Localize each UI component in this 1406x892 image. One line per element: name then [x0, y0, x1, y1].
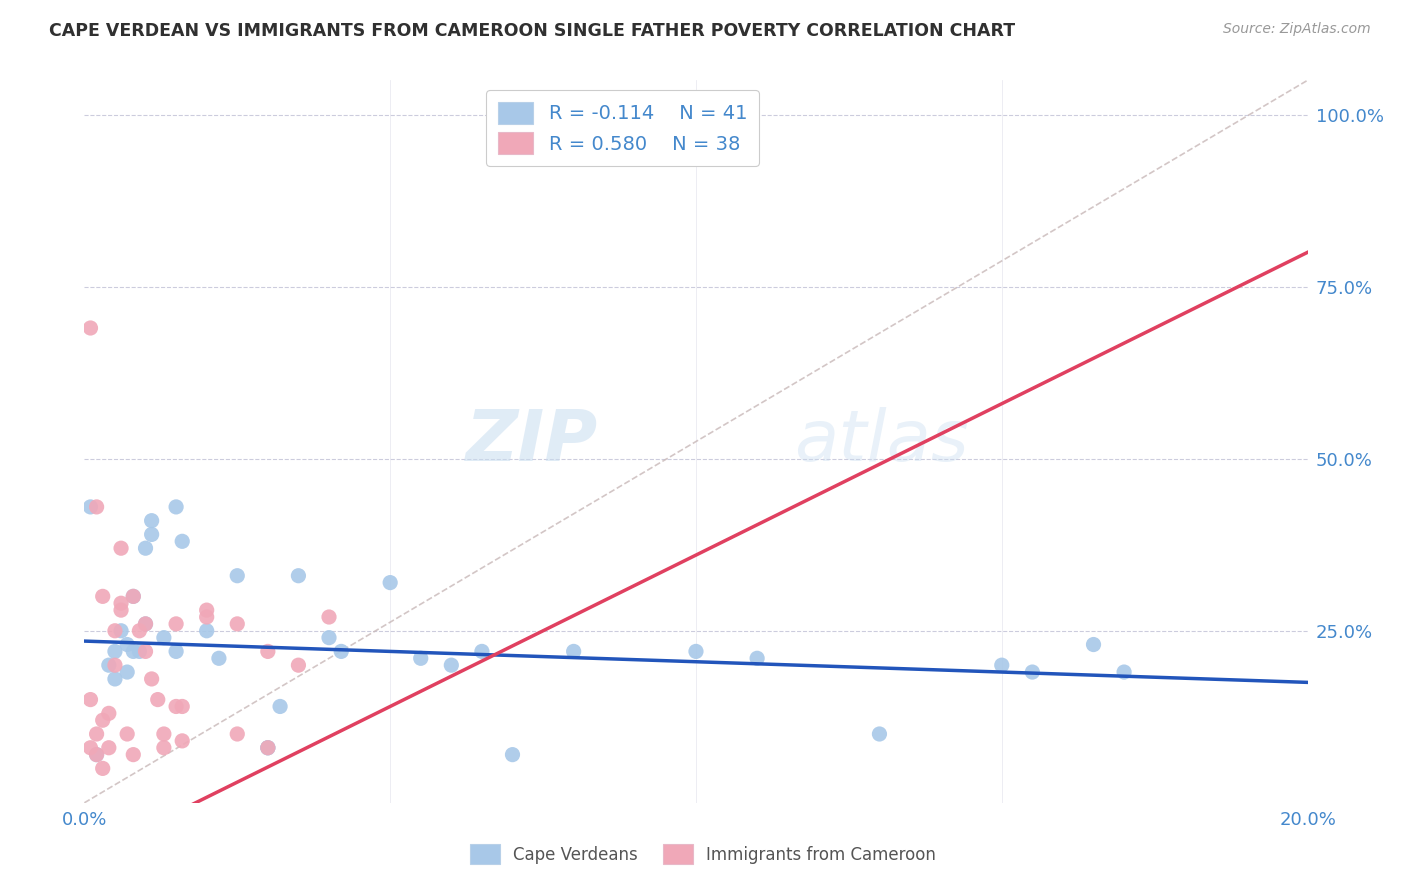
Point: [122, 747, 145, 762]
Point: [135, 616, 157, 631]
Point: [1021, 665, 1043, 679]
Legend: R = -0.114    N = 41, R = 0.580    N = 38: R = -0.114 N = 41, R = 0.580 N = 38: [486, 90, 759, 166]
Point: [165, 644, 187, 658]
Point: [1083, 638, 1105, 652]
Point: [91, 590, 114, 604]
Point: [471, 644, 494, 658]
Point: [86, 500, 108, 514]
Point: [79, 321, 101, 335]
Point: [115, 638, 138, 652]
Point: [110, 596, 132, 610]
Point: [165, 616, 187, 631]
Point: [562, 644, 585, 658]
Point: [141, 672, 163, 686]
Point: [79, 740, 101, 755]
Point: [287, 658, 309, 673]
Point: [440, 658, 463, 673]
Point: [110, 541, 132, 556]
Point: [330, 644, 353, 658]
Point: [226, 727, 249, 741]
Point: [141, 527, 163, 541]
Point: [86, 747, 108, 762]
Point: [502, 747, 524, 762]
Point: [380, 575, 402, 590]
Point: [172, 534, 194, 549]
Point: [79, 500, 101, 514]
Point: [195, 603, 218, 617]
Point: [869, 727, 891, 741]
Point: [195, 624, 218, 638]
Point: [165, 699, 187, 714]
Point: [257, 644, 280, 658]
Point: [991, 658, 1014, 673]
Point: [104, 624, 127, 638]
Point: [172, 734, 194, 748]
Point: [195, 610, 218, 624]
Point: [79, 692, 101, 706]
Point: [141, 514, 163, 528]
Point: [318, 610, 340, 624]
Point: [226, 568, 249, 582]
Text: ZIP: ZIP: [465, 407, 598, 476]
Point: [97, 740, 120, 755]
Point: [257, 740, 280, 755]
Point: [172, 699, 194, 714]
Point: [747, 651, 769, 665]
Point: [97, 658, 120, 673]
Point: [269, 699, 291, 714]
Text: atlas: atlas: [794, 407, 969, 476]
Point: [146, 692, 169, 706]
Point: [257, 740, 280, 755]
Point: [1114, 665, 1136, 679]
Point: [287, 568, 309, 582]
Point: [110, 624, 132, 638]
Point: [91, 761, 114, 775]
Point: [86, 747, 108, 762]
Point: [110, 603, 132, 617]
Text: CAPE VERDEAN VS IMMIGRANTS FROM CAMEROON SINGLE FATHER POVERTY CORRELATION CHART: CAPE VERDEAN VS IMMIGRANTS FROM CAMEROON…: [49, 22, 1015, 40]
Point: [128, 644, 150, 658]
Point: [153, 740, 176, 755]
Legend: Cape Verdeans, Immigrants from Cameroon: Cape Verdeans, Immigrants from Cameroon: [463, 838, 943, 871]
Point: [104, 672, 127, 686]
Point: [257, 740, 280, 755]
Point: [165, 500, 187, 514]
Point: [153, 631, 176, 645]
Point: [409, 651, 432, 665]
Point: [122, 590, 145, 604]
Point: [122, 590, 145, 604]
Point: [208, 651, 231, 665]
Point: [135, 541, 157, 556]
Point: [153, 727, 176, 741]
Point: [104, 658, 127, 673]
Point: [685, 644, 707, 658]
Point: [86, 727, 108, 741]
Point: [128, 624, 150, 638]
Point: [115, 727, 138, 741]
Point: [135, 616, 157, 631]
Point: [97, 706, 120, 721]
Point: [122, 644, 145, 658]
Point: [226, 616, 249, 631]
Point: [115, 665, 138, 679]
Point: [104, 644, 127, 658]
Point: [91, 713, 114, 727]
Point: [135, 644, 157, 658]
Text: Source: ZipAtlas.com: Source: ZipAtlas.com: [1223, 22, 1371, 37]
Point: [318, 631, 340, 645]
